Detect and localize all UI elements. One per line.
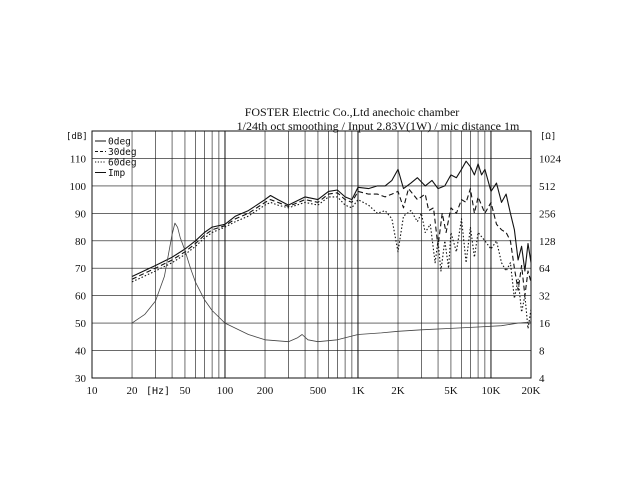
y-tick-label: 50: [75, 318, 87, 330]
chart-title-line-2: 1/24th oct smoothing / Input 2.83V(1W) /…: [237, 119, 520, 133]
legend-label: 30deg: [108, 147, 137, 158]
y-tick-label: 30: [75, 373, 87, 385]
series-line-30deg: [131, 188, 532, 297]
left-axis-unit: [dB]: [66, 132, 88, 142]
x-tick-label: 100: [217, 385, 234, 397]
x-tick-label: 10K: [481, 385, 500, 397]
right-tick-label: 1024: [539, 153, 562, 165]
curves: [131, 160, 532, 343]
y-tick-label: 110: [70, 153, 87, 165]
series-line-imp: [131, 222, 532, 343]
x-tick-label: 20: [127, 385, 139, 397]
series-line-0deg: [131, 160, 532, 277]
right-tick-label: 32: [539, 291, 550, 303]
y-tick-label: 70: [75, 263, 87, 275]
x-tick-label: 200: [257, 385, 274, 397]
y-tick-label: 100: [70, 181, 87, 193]
legend-label: Imp: [108, 168, 125, 179]
right-tick-label: 4: [539, 373, 545, 385]
right-tick-label: 64: [539, 263, 551, 275]
right-tick-label: 16: [539, 318, 551, 330]
y-tick-label: 80: [75, 236, 87, 248]
x-axis-unit: [Hz]: [146, 386, 170, 397]
x-tick-label: 50: [179, 385, 191, 397]
left-axis-ticks: 30 40 50 60 70 80 90 100 110: [70, 153, 87, 385]
legend-label: 0deg: [108, 137, 131, 148]
y-tick-label: 40: [75, 346, 87, 358]
plot-frame: [91, 130, 532, 379]
legend-label: 60deg: [108, 158, 137, 169]
x-tick-label: 1K: [351, 385, 365, 397]
x-axis-ticks: 10 20 50 100 200 500 1K 2K 5K 10K 20K: [87, 385, 541, 397]
x-tick-label: 20K: [522, 385, 541, 397]
right-tick-label: 8: [539, 346, 545, 358]
x-tick-label: 10: [87, 385, 99, 397]
right-axis-unit: [Ω]: [540, 132, 556, 142]
series-line-60deg: [131, 196, 532, 330]
chart-title-line-1: FOSTER Electric Co.,Ltd anechoic chamber: [245, 105, 460, 119]
right-tick-label: 256: [539, 208, 556, 220]
x-tick-label: 500: [310, 385, 327, 397]
right-axis-ticks: 4 8 16 32 64 128 256 512 1024: [539, 153, 562, 385]
y-tick-label: 90: [75, 208, 87, 220]
y-tick-label: 60: [75, 291, 87, 303]
x-tick-label: 2K: [391, 385, 405, 397]
right-tick-label: 128: [539, 236, 556, 248]
x-tick-label: 5K: [444, 385, 458, 397]
right-tick-label: 512: [539, 181, 556, 193]
